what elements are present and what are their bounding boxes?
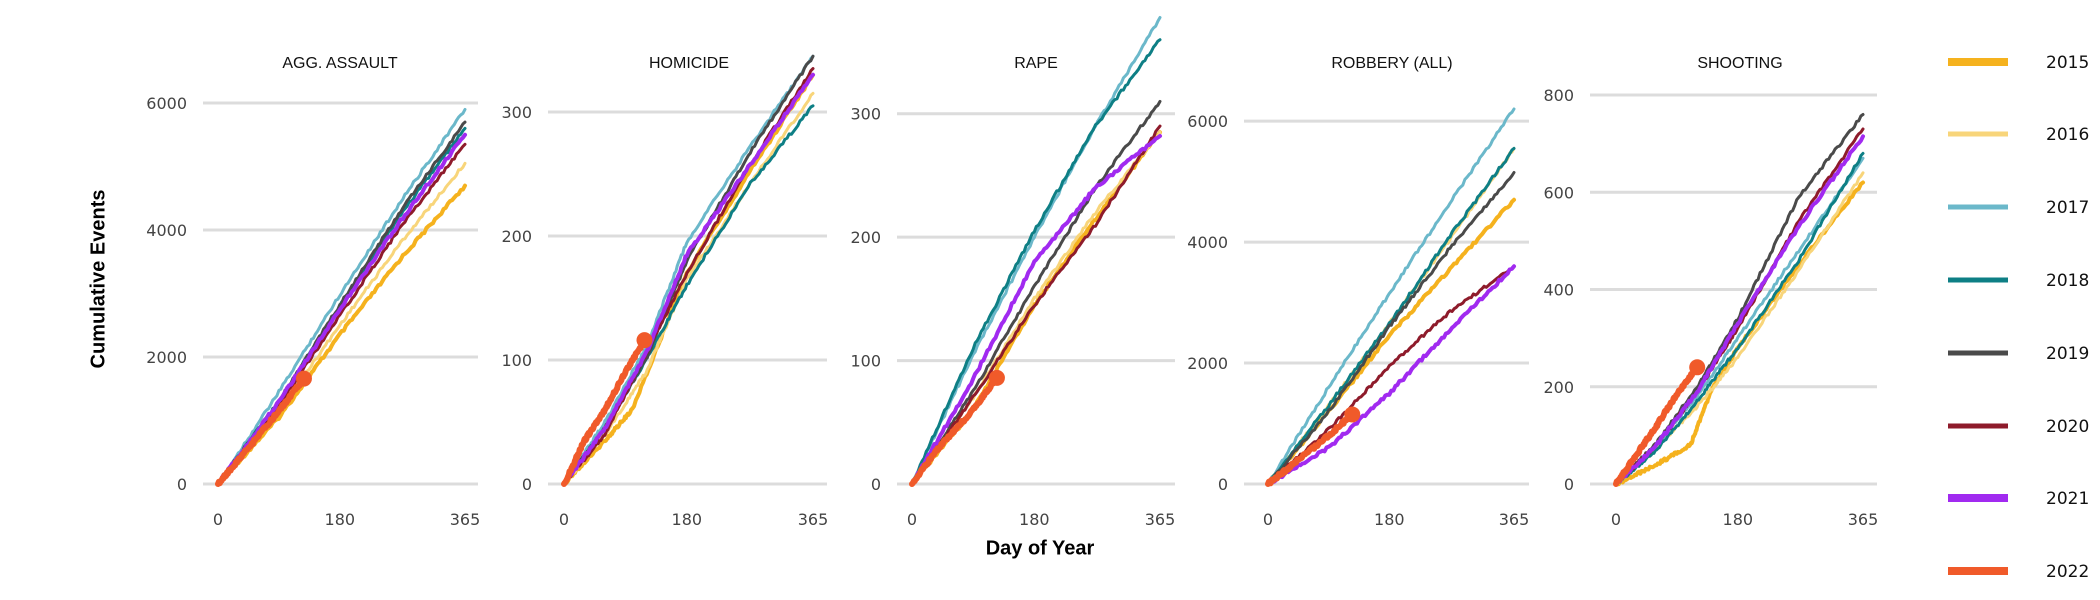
series-line-2022 bbox=[561, 337, 648, 487]
series-endpoint-2022 bbox=[1689, 359, 1706, 376]
series-line-2016 bbox=[1614, 171, 1865, 486]
series-line-2020 bbox=[910, 124, 1162, 486]
legend-label: 2016 bbox=[2046, 125, 2089, 145]
series-endpoint-2022 bbox=[1344, 406, 1361, 423]
panel-homicide: HOMICIDE 0 100 200 300 0 180 365 bbox=[501, 54, 829, 529]
series-line-2019 bbox=[910, 99, 1162, 486]
panel-title: SHOOTING bbox=[1697, 55, 1782, 72]
panel-title: HOMICIDE bbox=[649, 55, 729, 72]
y-tick-label: 6000 bbox=[1187, 112, 1228, 131]
legend-item-2018: 2018 bbox=[1948, 271, 2089, 291]
panel-shooting: SHOOTING 0 200 400 600 800 0 180 365 bbox=[1543, 55, 1878, 529]
y-tick-label: 400 bbox=[1543, 281, 1574, 300]
y-tick-label: 2000 bbox=[146, 348, 187, 367]
series-line-2015 bbox=[216, 183, 467, 486]
series-line-2021 bbox=[216, 132, 467, 486]
x-tick-label: 0 bbox=[907, 510, 917, 529]
series-line-2018 bbox=[910, 38, 1162, 486]
legend-label: 2018 bbox=[2046, 271, 2089, 291]
y-tick-label: 200 bbox=[850, 228, 881, 247]
panel-rape: RAPE 0 100 200 300 0 180 365 bbox=[850, 16, 1176, 529]
y-tick-label: 2000 bbox=[1187, 354, 1228, 373]
legend: 2015 2016 2017 2018 2019 2020 2021 2022 bbox=[1948, 53, 2089, 582]
series-line-2018 bbox=[1266, 146, 1516, 486]
panel-title: RAPE bbox=[1014, 55, 1058, 72]
series-line-2017 bbox=[216, 107, 467, 486]
panel-title: AGG. ASSAULT bbox=[282, 55, 398, 72]
y-tick-label: 0 bbox=[522, 475, 532, 494]
x-tick-label: 0 bbox=[1611, 510, 1621, 529]
series-line-2022 bbox=[1265, 410, 1356, 487]
y-tick-label: 300 bbox=[501, 103, 532, 122]
x-tick-label: 180 bbox=[1723, 510, 1754, 529]
legend-item-2022: 2022 bbox=[1948, 562, 2089, 582]
y-tick-label: 100 bbox=[501, 351, 532, 370]
x-tick-label: 180 bbox=[1019, 510, 1050, 529]
legend-item-2021: 2021 bbox=[1948, 489, 2089, 509]
series-line-2021 bbox=[910, 134, 1162, 486]
legend-item-2020: 2020 bbox=[1948, 417, 2089, 437]
series-line-2017 bbox=[1266, 107, 1516, 486]
x-tick-label: 180 bbox=[325, 510, 356, 529]
legend-label: 2022 bbox=[2046, 562, 2089, 582]
series-line-2021 bbox=[1614, 134, 1865, 486]
series-line-2018 bbox=[1614, 151, 1865, 486]
panel-robbery-all: ROBBERY (ALL) 0 2000 4000 6000 0 180 365 bbox=[1187, 55, 1529, 529]
x-tick-label: 0 bbox=[213, 510, 223, 529]
y-tick-label: 100 bbox=[850, 352, 881, 371]
panel-agg-assault: AGG. ASSAULT 0 2000 4000 6000 0 180 365 bbox=[146, 55, 480, 529]
x-tick-label: 365 bbox=[1499, 510, 1530, 529]
legend-label: 2021 bbox=[2046, 489, 2089, 509]
y-tick-label: 300 bbox=[850, 105, 881, 124]
legend-item-2015: 2015 bbox=[1948, 53, 2089, 73]
y-tick-label: 800 bbox=[1543, 86, 1574, 105]
series-endpoint-2022 bbox=[988, 369, 1005, 386]
legend-label: 2015 bbox=[2046, 53, 2089, 73]
y-tick-label: 0 bbox=[1564, 475, 1574, 494]
y-tick-label: 4000 bbox=[146, 221, 187, 240]
legend-label: 2019 bbox=[2046, 344, 2089, 364]
x-tick-label: 0 bbox=[559, 510, 569, 529]
x-tick-label: 180 bbox=[1374, 510, 1405, 529]
series-line-2022 bbox=[909, 374, 1000, 487]
legend-label: 2017 bbox=[2046, 198, 2089, 218]
legend-label: 2020 bbox=[2046, 417, 2089, 437]
series-line-2017 bbox=[910, 16, 1162, 486]
series-line-2021 bbox=[562, 72, 815, 486]
panel-title: ROBBERY (ALL) bbox=[1331, 55, 1452, 72]
y-tick-label: 0 bbox=[1218, 475, 1228, 494]
x-tick-label: 365 bbox=[1848, 510, 1879, 529]
x-tick-label: 365 bbox=[798, 510, 829, 529]
x-tick-label: 365 bbox=[450, 510, 481, 529]
legend-item-2016: 2016 bbox=[1948, 125, 2089, 145]
y-tick-label: 200 bbox=[1543, 378, 1574, 397]
y-tick-label: 0 bbox=[177, 475, 187, 494]
y-tick-label: 0 bbox=[871, 475, 881, 494]
legend-item-2017: 2017 bbox=[1948, 198, 2089, 218]
y-tick-label: 200 bbox=[501, 227, 532, 246]
y-tick-label: 4000 bbox=[1187, 233, 1228, 252]
x-axis-title: Day of Year bbox=[986, 537, 1095, 559]
series-line-2021 bbox=[1266, 264, 1516, 486]
series-line-2020 bbox=[1266, 264, 1516, 486]
legend-item-2019: 2019 bbox=[1948, 344, 2089, 364]
series-line-2022 bbox=[1613, 364, 1701, 487]
series-endpoint-2022 bbox=[636, 332, 653, 349]
y-axis-title: Cumulative Events bbox=[87, 190, 109, 369]
y-tick-label: 6000 bbox=[146, 94, 187, 113]
x-tick-label: 180 bbox=[672, 510, 703, 529]
series-line-2015 bbox=[562, 72, 815, 486]
y-tick-label: 600 bbox=[1543, 183, 1574, 202]
x-tick-label: 365 bbox=[1145, 510, 1176, 529]
series-line-2019 bbox=[1266, 171, 1516, 486]
series-endpoint-2022 bbox=[295, 370, 312, 387]
x-tick-label: 0 bbox=[1263, 510, 1273, 529]
series-line-2022 bbox=[215, 375, 307, 487]
